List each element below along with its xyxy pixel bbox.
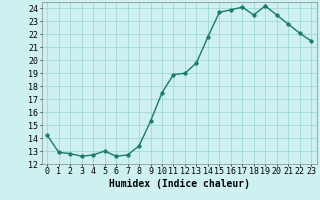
X-axis label: Humidex (Indice chaleur): Humidex (Indice chaleur) [109,179,250,189]
